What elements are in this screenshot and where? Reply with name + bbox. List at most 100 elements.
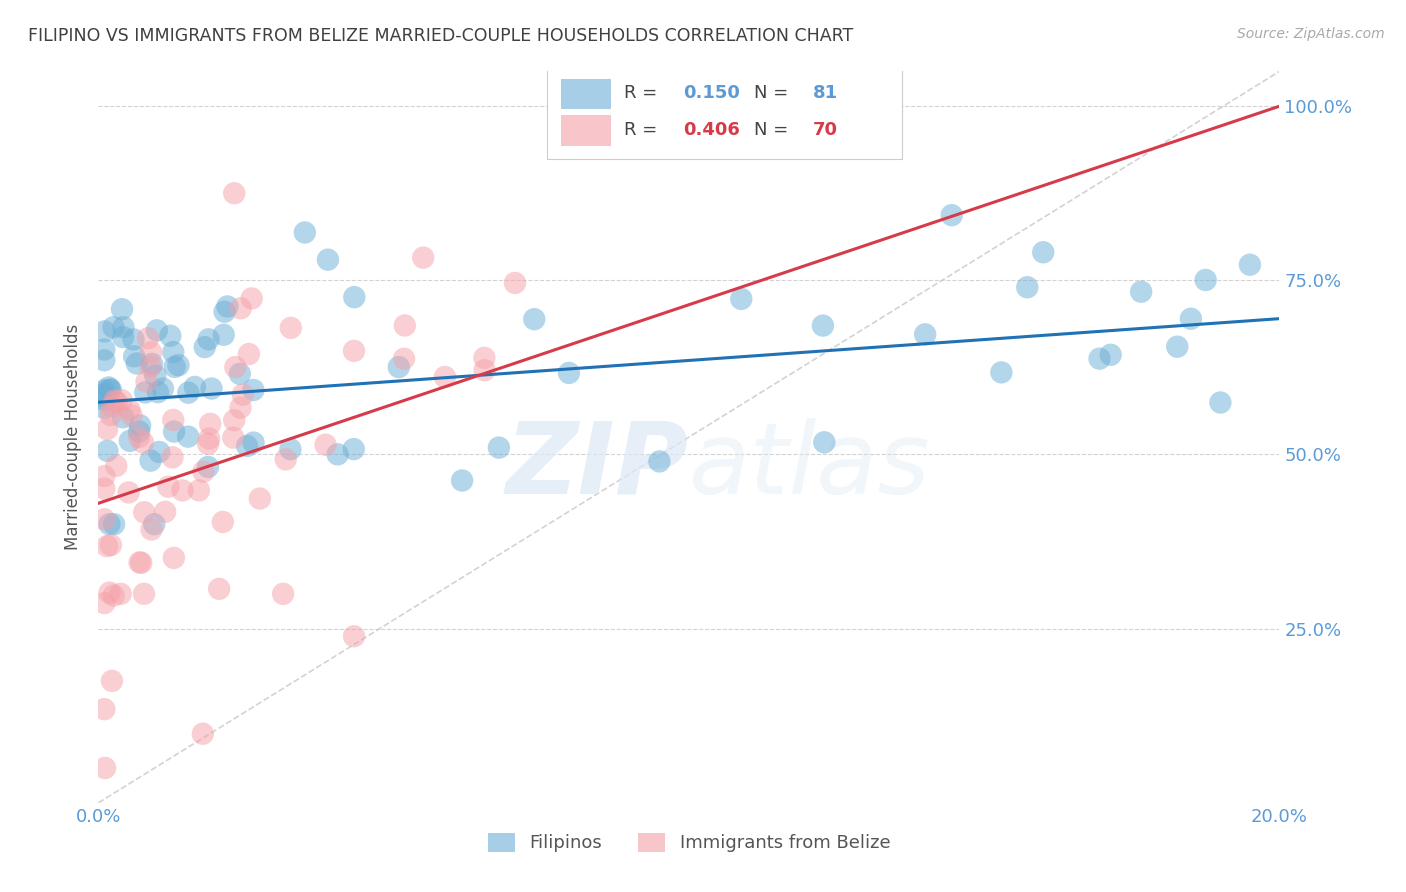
Point	[1209, 395, 1232, 409]
Point	[172, 483, 194, 498]
Point	[128, 425, 150, 439]
Point	[97, 380, 120, 394]
Point	[488, 441, 510, 455]
Point	[648, 454, 671, 468]
Point	[211, 515, 233, 529]
Point	[105, 458, 128, 473]
Legend: Filipinos, Immigrants from Belize: Filipinos, Immigrants from Belize	[481, 826, 897, 860]
Point	[112, 320, 135, 334]
Point	[128, 555, 150, 569]
Point	[93, 469, 115, 483]
Point	[1099, 348, 1122, 362]
Point	[96, 539, 118, 553]
Point	[474, 363, 496, 377]
Point	[128, 430, 150, 444]
Point	[280, 442, 302, 457]
Text: 81: 81	[813, 85, 838, 103]
Point	[103, 320, 125, 334]
Point	[111, 410, 134, 425]
Point	[101, 400, 124, 414]
Point	[214, 304, 236, 318]
Point	[162, 413, 184, 427]
Point	[433, 370, 456, 384]
Point	[941, 208, 963, 222]
Text: R =: R =	[624, 85, 664, 103]
Point	[98, 585, 121, 599]
Point	[100, 383, 122, 397]
Point	[412, 251, 434, 265]
Text: N =: N =	[754, 121, 794, 139]
Point	[343, 442, 366, 456]
Point	[93, 482, 115, 496]
Point	[224, 413, 246, 427]
Bar	[561, 115, 612, 146]
Point	[125, 356, 148, 370]
Point	[811, 318, 834, 333]
Point	[93, 596, 115, 610]
Point	[143, 368, 166, 383]
Point	[100, 408, 122, 422]
Point	[326, 447, 349, 461]
Point	[93, 702, 115, 716]
Point	[198, 432, 221, 446]
Text: Source: ZipAtlas.com: Source: ZipAtlas.com	[1237, 27, 1385, 41]
Point	[101, 673, 124, 688]
Text: 0.150: 0.150	[683, 85, 740, 103]
Point	[94, 761, 117, 775]
Point	[188, 483, 211, 498]
Point	[159, 328, 181, 343]
Point	[103, 517, 125, 532]
Point	[451, 474, 474, 488]
Point	[152, 382, 174, 396]
Point	[558, 366, 581, 380]
Text: R =: R =	[624, 121, 664, 139]
Point	[134, 505, 156, 519]
Point	[146, 385, 169, 400]
Point	[139, 453, 162, 467]
Point	[1130, 285, 1153, 299]
Point	[191, 727, 214, 741]
Text: FILIPINO VS IMMIGRANTS FROM BELIZE MARRIED-COUPLE HOUSEHOLDS CORRELATION CHART: FILIPINO VS IMMIGRANTS FROM BELIZE MARRI…	[28, 27, 853, 45]
Point	[93, 384, 115, 398]
Point	[132, 435, 155, 450]
Point	[139, 345, 162, 359]
Point	[194, 340, 217, 354]
Point	[111, 302, 134, 317]
Point	[343, 343, 366, 358]
Point	[122, 349, 145, 363]
Point	[111, 393, 134, 408]
Text: atlas: atlas	[689, 417, 931, 515]
Point	[134, 385, 156, 400]
Point	[103, 589, 125, 603]
Point	[343, 290, 366, 304]
Point	[146, 323, 169, 337]
Point	[103, 393, 125, 408]
Point	[184, 380, 207, 394]
Text: 0.406: 0.406	[683, 121, 740, 139]
Point	[118, 434, 141, 448]
Point	[96, 422, 118, 436]
Point	[129, 418, 152, 433]
Point	[274, 452, 297, 467]
Point	[280, 321, 302, 335]
Point	[143, 517, 166, 532]
Point	[392, 351, 415, 366]
Point	[121, 409, 143, 423]
Text: N =: N =	[754, 85, 794, 103]
Point	[93, 353, 115, 368]
Point	[141, 357, 163, 371]
Point	[132, 587, 155, 601]
Point	[212, 327, 235, 342]
Point	[163, 550, 186, 565]
Point	[177, 385, 200, 400]
Point	[914, 327, 936, 342]
Point	[93, 343, 115, 357]
Point	[217, 300, 239, 314]
Point	[93, 392, 115, 407]
Text: 70: 70	[813, 121, 838, 139]
Point	[394, 318, 416, 333]
Point	[93, 390, 115, 404]
Point	[141, 523, 163, 537]
Point	[1239, 258, 1261, 272]
Point	[153, 505, 176, 519]
